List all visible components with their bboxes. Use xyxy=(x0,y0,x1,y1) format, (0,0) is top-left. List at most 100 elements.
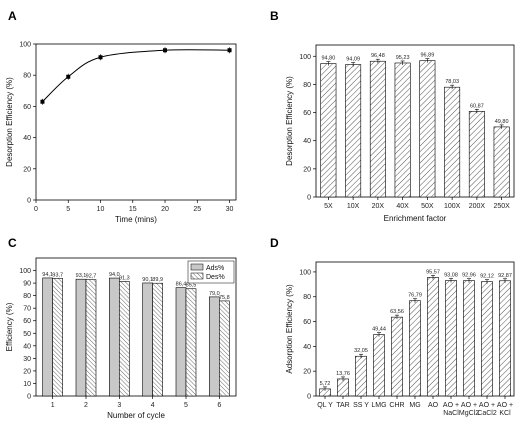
panel-label-c: C xyxy=(8,236,17,250)
y-tick-label: 40 xyxy=(23,135,31,142)
y-tick-label: 70 xyxy=(23,306,31,313)
y-tick-label: 20 xyxy=(23,368,31,375)
x-tick-label: 5 xyxy=(66,206,70,213)
x-tick-label: 2 xyxy=(84,402,88,409)
x-tick-label: 50X xyxy=(421,203,434,210)
data-point xyxy=(227,48,232,53)
y-tick-label: 20 xyxy=(23,166,31,173)
x-tick-label: 250X xyxy=(493,203,510,210)
panel-label-d: D xyxy=(270,236,279,250)
bar xyxy=(445,280,457,397)
bar xyxy=(109,277,120,397)
bar xyxy=(42,277,53,397)
bar xyxy=(209,296,220,397)
data-label: 85,5 xyxy=(186,283,197,289)
bar xyxy=(394,62,411,198)
x-tick-label: AO + xyxy=(479,402,495,409)
x-tick-label: 5 xyxy=(184,402,188,409)
bar xyxy=(320,63,337,198)
bar xyxy=(493,126,510,198)
y-tick-label: 100 xyxy=(19,268,31,275)
y-tick-label: 60 xyxy=(23,318,31,325)
x-tick-label: MgCl2 xyxy=(459,410,479,417)
bar xyxy=(419,60,436,198)
bar xyxy=(391,316,403,397)
data-label: 60,87 xyxy=(470,103,484,109)
x-tick-label: KCl xyxy=(499,410,511,417)
y-tick-label: 0 xyxy=(307,394,311,401)
data-label: 76,79 xyxy=(408,293,422,299)
bar xyxy=(152,282,163,397)
bar xyxy=(119,281,130,397)
y-axis-label: Adsorption Efficiency (%) xyxy=(285,284,294,374)
data-label: 91,3 xyxy=(119,275,130,281)
bar xyxy=(468,111,485,198)
x-tick-label: 10 xyxy=(97,206,105,213)
y-axis-label: Efficiency (%) xyxy=(5,302,14,351)
x-tick-label: LMG xyxy=(371,402,386,409)
data-label: 86,4 xyxy=(176,282,187,288)
y-tick-label: 100 xyxy=(299,269,311,276)
x-tick-label: SS Y xyxy=(353,402,369,409)
x-tick-label: AO xyxy=(428,402,439,409)
bar xyxy=(52,278,63,397)
data-label: 90,1 xyxy=(142,277,153,283)
x-tick-label: 25 xyxy=(193,206,201,213)
y-tick-label: 60 xyxy=(23,104,31,111)
bar xyxy=(444,86,461,198)
data-label: 92,87 xyxy=(498,273,512,279)
panel-label-a: A xyxy=(8,9,17,23)
data-label: 32,05 xyxy=(354,348,368,354)
data-label: 49,44 xyxy=(372,327,386,333)
y-tick-label: 40 xyxy=(303,138,311,145)
y-tick-label: 40 xyxy=(23,343,31,350)
x-tick-label: QL Y xyxy=(317,402,333,409)
y-tick-label: 50 xyxy=(23,331,31,338)
bar xyxy=(185,288,197,397)
legend-swatch xyxy=(190,272,204,280)
y-tick-label: 10 xyxy=(23,381,31,388)
data-label: 94,1 xyxy=(42,272,53,278)
data-label: 79,0 xyxy=(209,291,220,297)
legend-label: Des% xyxy=(206,274,225,281)
x-tick-label: 0 xyxy=(34,206,38,213)
y-tick-label: 40 xyxy=(303,344,311,351)
chart-panel-a: 0 20 40 60 80 100 Desorption Efficiency (%) 0 5 1… xyxy=(5,42,237,224)
data-point xyxy=(98,55,103,60)
x-tick-label: CHR xyxy=(389,402,404,409)
y-tick-label: 20 xyxy=(303,369,311,376)
chart-panel-b: 0 20 40 60 80 100 Desorption Efficiency (%) 94,… xyxy=(285,44,515,223)
data-label: 75,8 xyxy=(219,295,230,301)
x-tick-label: 20 xyxy=(161,206,169,213)
x-axis-label: Enrichment factor xyxy=(384,214,447,223)
bar xyxy=(345,64,362,198)
x-tick-label: 30 xyxy=(226,206,234,213)
x-tick-label: NaCl xyxy=(443,410,459,417)
data-label: 94,0 xyxy=(109,272,120,278)
y-tick-label: 0 xyxy=(27,198,31,205)
y-axis-label: Desorption Efficiency (%) xyxy=(5,77,14,167)
bar xyxy=(373,334,385,397)
bar xyxy=(499,280,511,397)
y-tick-label: 80 xyxy=(23,73,31,80)
x-tick-label: 200X xyxy=(469,203,486,210)
x-tick-label: 100X xyxy=(444,203,461,210)
x-tick-label: 10X xyxy=(347,203,360,210)
x-tick-label: 3 xyxy=(117,402,121,409)
bar xyxy=(409,300,421,397)
chart-panel-c: 0 10 20 30 40 50 60 70 80 90 100 Efficiency (%) 94,1… xyxy=(5,257,237,420)
data-label: 93,7 xyxy=(52,272,63,278)
y-tick-label: 100 xyxy=(299,54,311,61)
data-point xyxy=(66,74,71,79)
y-tick-label: 20 xyxy=(303,166,311,173)
x-tick-label: AO + xyxy=(443,402,459,409)
data-label: 92,7 xyxy=(86,274,97,280)
x-tick-label: 4 xyxy=(151,402,155,409)
x-tick-label: 40X xyxy=(396,203,409,210)
x-tick-label: CaCl2 xyxy=(477,410,497,417)
legend-swatch xyxy=(190,263,204,271)
bar xyxy=(337,378,349,397)
data-label: 5,72 xyxy=(320,381,331,387)
x-tick-label: AO + xyxy=(461,402,477,409)
